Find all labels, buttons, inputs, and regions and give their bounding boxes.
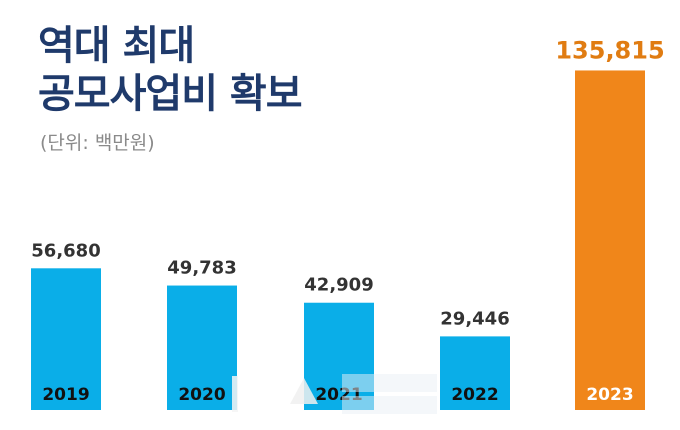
category-label-2020: 2020 bbox=[178, 385, 225, 405]
value-label-2023: 135,815 bbox=[555, 36, 664, 64]
category-label-2019: 2019 bbox=[42, 385, 89, 405]
watermark-logo bbox=[232, 374, 437, 414]
bar-2023 bbox=[575, 70, 645, 411]
unit-label: (단위: 백만원) bbox=[40, 132, 155, 154]
category-label-2022: 2022 bbox=[451, 385, 498, 405]
chart-title: 역대 최대 공모사업비 확보 bbox=[38, 22, 303, 118]
chart-title-line2: 공모사업비 확보 bbox=[38, 71, 303, 117]
value-label-2022: 29,446 bbox=[440, 308, 509, 329]
chart-title-line1: 역대 최대 bbox=[38, 23, 195, 69]
bar-2021 bbox=[304, 302, 374, 410]
bar-2022 bbox=[440, 336, 510, 410]
value-label-2020: 49,783 bbox=[167, 258, 236, 279]
bar-2020 bbox=[167, 285, 237, 410]
value-label-2019: 56,680 bbox=[31, 240, 100, 261]
bar-2019 bbox=[31, 268, 101, 410]
category-label-2023: 2023 bbox=[586, 385, 633, 405]
value-label-2021: 42,909 bbox=[304, 275, 373, 296]
